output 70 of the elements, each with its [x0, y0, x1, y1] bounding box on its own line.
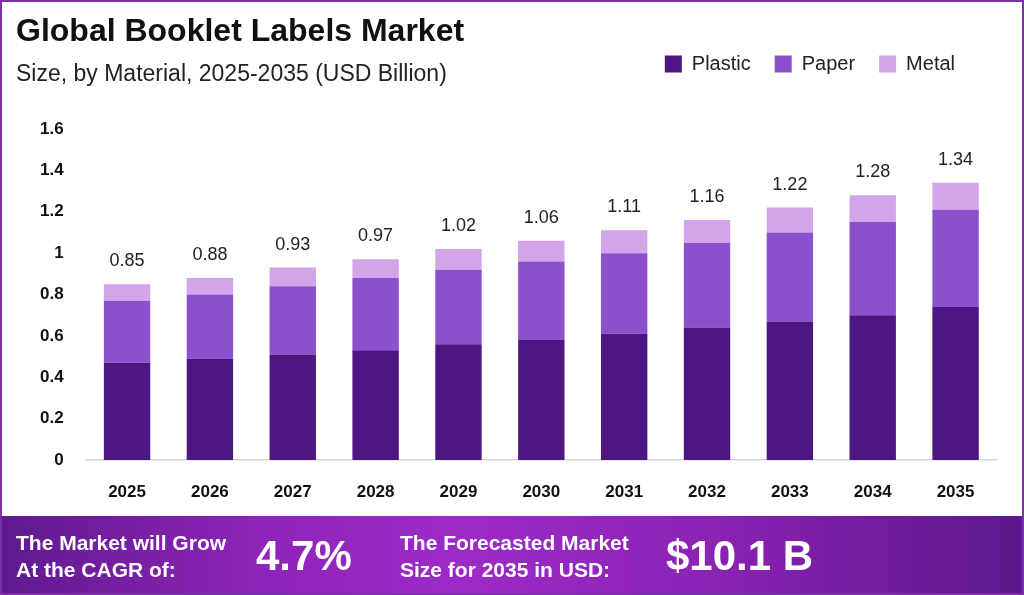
chart-title: Global Booklet Labels Market — [16, 12, 465, 49]
bar — [435, 344, 482, 460]
bar — [932, 209, 979, 307]
chart-subtitle: Size, by Material, 2025-2035 (USD Billion) — [16, 60, 447, 87]
y-tick-label: 0.8 — [39, 284, 64, 304]
legend-label: Metal — [906, 51, 955, 74]
total-label: 1.22 — [772, 173, 808, 194]
bar — [269, 286, 316, 355]
bar — [186, 277, 234, 295]
bar — [766, 207, 814, 233]
bar — [186, 358, 234, 460]
total-label: 0.93 — [275, 233, 311, 254]
total-label: 0.88 — [192, 243, 228, 264]
legend-label: Paper — [801, 51, 856, 74]
legend-label: Plastic — [691, 51, 751, 74]
total-label: 0.85 — [109, 250, 145, 271]
x-tick-label: 2034 — [853, 481, 893, 501]
bar — [849, 222, 896, 316]
y-tick-label: 0 — [54, 449, 64, 469]
bar — [683, 220, 731, 243]
y-tick-label: 1 — [54, 242, 64, 262]
total-label: 1.02 — [440, 214, 476, 235]
bar — [849, 315, 896, 460]
bar — [103, 362, 151, 460]
total-label: 1.11 — [607, 196, 642, 217]
bar — [186, 294, 234, 359]
bar — [435, 248, 482, 270]
bar — [600, 230, 648, 254]
x-tick-label: 2029 — [439, 481, 478, 501]
y-tick-label: 0.2 — [39, 408, 64, 428]
bar — [518, 240, 565, 262]
x-tick-label: 2031 — [605, 481, 644, 501]
y-tick-label: 1.4 — [39, 160, 65, 180]
bar — [269, 267, 316, 287]
x-tick-label: 2026 — [191, 481, 229, 501]
bar — [766, 232, 814, 322]
total-label: 1.16 — [689, 185, 725, 206]
bar — [103, 284, 151, 301]
x-tick-label: 2030 — [522, 481, 561, 501]
y-tick-label: 1.6 — [39, 118, 64, 138]
bar — [932, 306, 979, 460]
y-tick-label: 1.2 — [39, 201, 64, 221]
footer-banner: The Market will Grow At the CAGR of: 4.7% The Forecasted Market Size for 2035 in USD: $10.1 B — [2, 516, 1022, 593]
bar — [766, 321, 814, 460]
y-tick-label: 0.6 — [39, 325, 64, 345]
bar — [600, 253, 648, 334]
x-tick-label: 2028 — [356, 481, 395, 501]
bar — [518, 340, 565, 460]
bar — [103, 300, 151, 363]
bar — [683, 242, 731, 328]
x-tick-label: 2033 — [770, 481, 809, 501]
bar — [352, 259, 399, 278]
bar — [269, 354, 316, 460]
bar — [352, 350, 399, 460]
total-label: 0.97 — [358, 225, 394, 246]
bar — [352, 277, 399, 351]
x-tick-label: 2035 — [936, 481, 975, 501]
bar — [932, 182, 979, 210]
x-tick-label: 2025 — [108, 481, 146, 501]
bar — [518, 261, 565, 341]
total-label: 1.06 — [523, 206, 559, 227]
x-tick-label: 2032 — [688, 481, 726, 501]
y-tick-label: 0.4 — [39, 366, 65, 386]
bar — [600, 333, 648, 460]
total-label: 1.28 — [855, 161, 891, 182]
total-label: 1.34 — [938, 148, 974, 169]
bar — [849, 195, 896, 223]
bar — [435, 269, 482, 345]
x-tick-label: 2027 — [273, 481, 312, 501]
bar — [683, 327, 731, 460]
